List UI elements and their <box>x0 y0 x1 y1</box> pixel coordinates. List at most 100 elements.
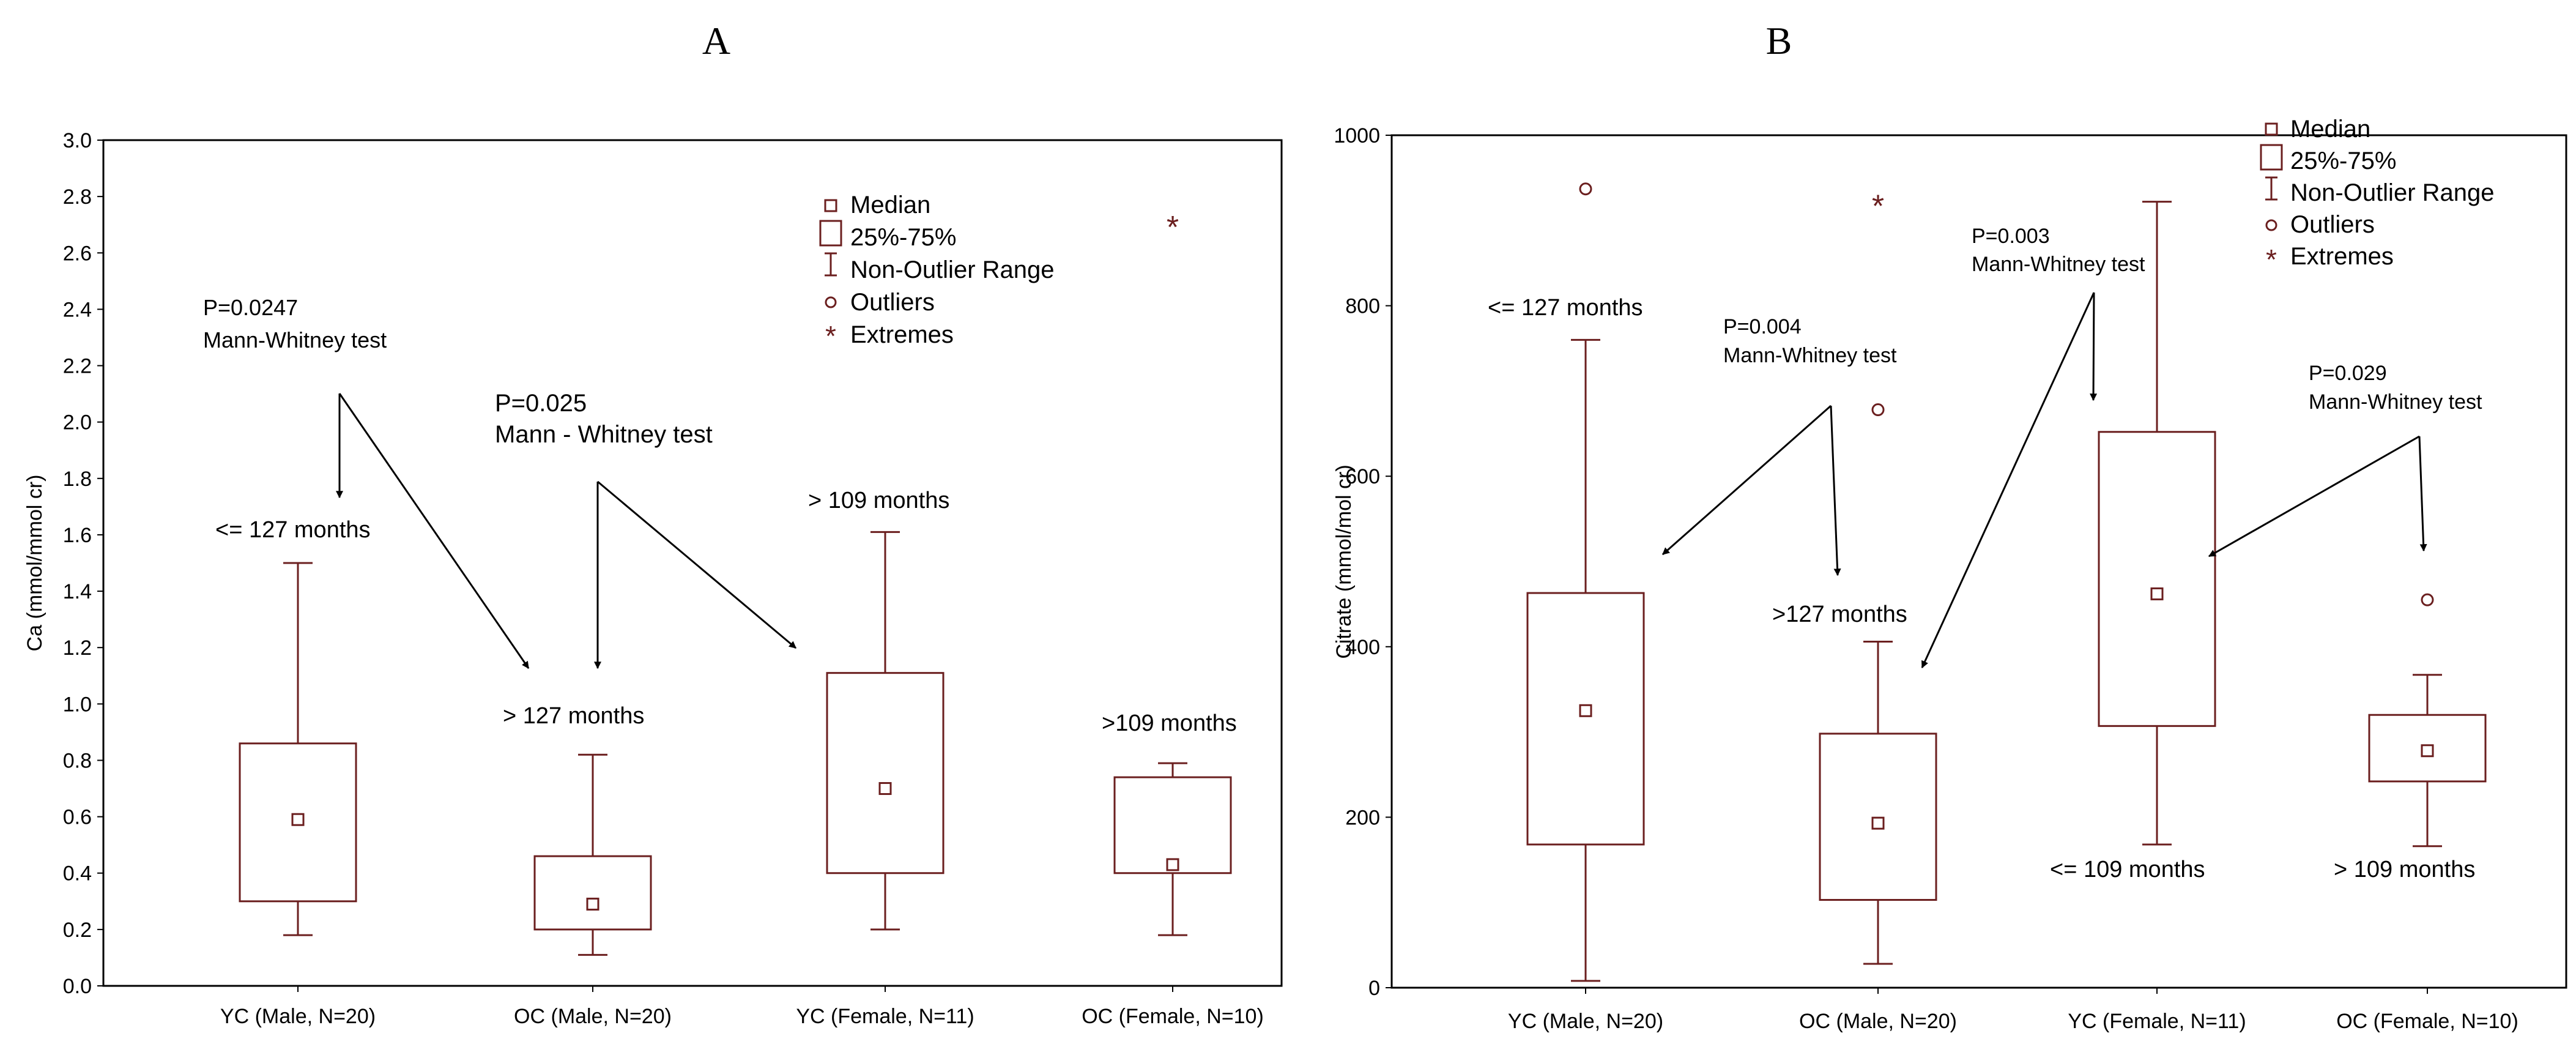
box-4 <box>2368 593 2487 848</box>
legend-b-outliers-label: Outliers <box>2290 211 2375 238</box>
iqr-box <box>1819 733 1937 901</box>
panel-a-plot-frame <box>102 139 1283 987</box>
panel-a-legend: Median 25%-75% Non-Outlier Range Outlier… <box>819 192 1055 352</box>
annotation-a-gt127: > 127 months <box>503 703 644 729</box>
iqr-box <box>533 855 652 931</box>
box-1 <box>1526 182 1645 982</box>
panel-a-annotations: <= 127 months > 127 months > 109 months … <box>203 295 1237 736</box>
arrow-b-2b <box>1921 292 2095 669</box>
x-tick-label: YC (Female, N=11) <box>2068 1010 2246 1033</box>
y-tick-label: 0.0 <box>63 975 92 998</box>
legend-outliers-label: Outliers <box>850 289 935 316</box>
annotation-b-test3: Mann-Whitney test <box>2309 390 2482 414</box>
legend-median-icon <box>824 199 837 212</box>
panel-a-boxes: * <box>239 210 1232 956</box>
panel-b-letter: B <box>1766 19 1792 62</box>
y-tick-label: 2.2 <box>63 355 92 378</box>
panel-a-y-axis-label: Ca (mmol/mmol cr) <box>23 475 46 652</box>
x-tick-label: YC (Male, N=20) <box>1508 1010 1663 1033</box>
median-marker <box>1579 704 1592 717</box>
y-tick-label: 2.0 <box>63 411 92 434</box>
arrow-b-3b <box>2418 436 2427 552</box>
x-tick-label: OC (Female, N=10) <box>1082 1005 1264 1028</box>
y-tick-label: 600 <box>1345 465 1380 488</box>
annotation-b-test2: Mann-Whitney test <box>1972 253 2145 276</box>
panel-a-y-axis: 0.0 0.2 0.4 0.6 0.8 1.0 1.2 1.4 1.6 1.8 2.0 2.2 2.4 2… <box>63 129 103 998</box>
y-tick-label: 0.8 <box>63 749 92 772</box>
y-tick-label: 0.4 <box>63 862 92 886</box>
y-tick-label: 1.8 <box>63 468 92 491</box>
x-tick-label: YC (Female, N=11) <box>796 1005 974 1028</box>
x-tick-label: YC (Male, N=20) <box>220 1005 376 1028</box>
box-1 <box>239 562 357 936</box>
legend-b-median-icon <box>2265 122 2278 136</box>
y-tick-label: 0.6 <box>63 806 92 829</box>
median-marker <box>878 782 892 796</box>
panel-b-x-axis: YC (Male, N=20) OC (Male, N=20) YC (Female… <box>1508 988 2518 1033</box>
box-2 <box>533 753 652 956</box>
arrow-b-2a <box>2090 292 2098 401</box>
y-tick-label: 1.0 <box>63 693 92 716</box>
annotation-b-gt109: > 109 months <box>2334 857 2475 882</box>
annotation-b-p3: P=0.029 <box>2309 362 2387 385</box>
panel-b: 0 200 400 600 800 1000 YC (Male, N=20) OC (Mal… <box>1332 116 2567 1033</box>
box-4: * <box>1113 210 1232 936</box>
legend-b-iqr-label: 25%-75% <box>2290 147 2396 174</box>
legend-b-extreme-icon: * <box>2266 244 2277 275</box>
annotation-b-le127: <= 127 months <box>1488 295 1643 321</box>
iqr-box <box>1113 776 1232 874</box>
outlier-point <box>1871 403 1885 417</box>
legend-range-icon <box>825 252 837 277</box>
annotation-a-p2: P=0.025 <box>495 390 587 417</box>
iqr-box <box>2368 714 2487 783</box>
annotation-a-test1: Mann-Whitney test <box>203 327 387 352</box>
legend-b-range-icon <box>2265 176 2277 201</box>
y-tick-label: 1000 <box>1334 124 1380 147</box>
y-tick-label: 1.4 <box>63 580 92 603</box>
y-tick-label: 0 <box>1368 977 1380 1000</box>
x-tick-label: OC (Male, N=20) <box>1799 1010 1957 1033</box>
annotation-b-p2: P=0.003 <box>1972 225 2050 248</box>
median-marker <box>2421 744 2434 758</box>
median-marker <box>291 813 305 826</box>
annotation-a-gt109b: >109 months <box>1102 710 1237 736</box>
annotation-b-test1: Mann-Whitney test <box>1723 344 1897 367</box>
arrow-a-1b <box>338 393 530 669</box>
legend-extreme-icon: * <box>825 320 836 352</box>
panel-b-legend: Median 25%-75% Non-Outlier Range Outlier… <box>2260 116 2495 275</box>
annotation-b-p1: P=0.004 <box>1723 315 1802 338</box>
iqr-box <box>1526 592 1645 846</box>
y-tick-label: 2.4 <box>63 298 92 321</box>
panel-b-boxes: * <box>1526 182 2487 982</box>
y-tick-label: 2.8 <box>63 185 92 209</box>
annotation-b-gt127: >127 months <box>1772 602 1907 627</box>
legend-iqr-icon <box>819 220 842 247</box>
median-marker <box>1871 816 1885 830</box>
extreme-point: * <box>1872 188 1884 224</box>
panel-a: 0.0 0.2 0.4 0.6 0.8 1.0 1.2 1.4 1.6 1.8 2.0 2.2 2.4 2… <box>23 129 1283 1028</box>
legend-b-range-label: Non-Outlier Range <box>2290 179 2495 206</box>
box-3 <box>2098 201 2216 846</box>
arrow-a-2b <box>597 480 796 649</box>
y-tick-label: 3.0 <box>63 129 92 152</box>
annotation-a-le127: <= 127 months <box>215 517 371 543</box>
y-tick-label: 0.2 <box>63 919 92 942</box>
y-tick-label: 2.6 <box>63 242 92 265</box>
panel-a-x-axis: YC (Male, N=20) OC (Male, N=20) YC (Female… <box>220 986 1264 1028</box>
median-marker <box>2150 587 2164 600</box>
outlier-point <box>1579 182 1592 196</box>
box-3 <box>826 531 945 931</box>
panel-b-y-axis: 0 200 400 600 800 1000 <box>1334 124 1392 1000</box>
legend-extremes-label: Extremes <box>850 321 954 348</box>
y-tick-label: 1.2 <box>63 636 92 660</box>
legend-outlier-icon <box>825 296 837 308</box>
panel-b-plot-frame <box>1390 134 2567 989</box>
median-marker <box>1166 858 1179 871</box>
x-tick-label: OC (Male, N=20) <box>514 1005 672 1028</box>
legend-range-label: Non-Outlier Range <box>850 256 1055 283</box>
legend-b-iqr-icon <box>2260 144 2283 171</box>
arrow-b-1a <box>1662 405 1832 556</box>
panel-b-y-axis-label: Citrate (mmol/mol cr) <box>1332 464 1356 658</box>
legend-iqr-label: 25%-75% <box>850 224 956 251</box>
y-tick-label: 800 <box>1345 295 1380 318</box>
